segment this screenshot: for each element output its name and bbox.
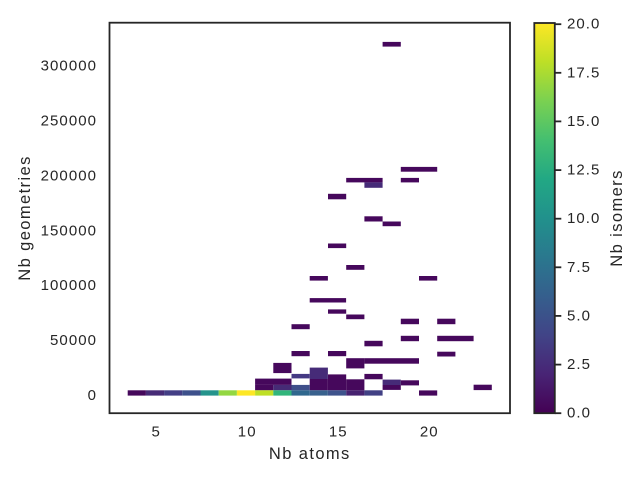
svg-text:7.5: 7.5 (567, 259, 591, 276)
svg-text:15: 15 (329, 423, 348, 440)
svg-text:0.0: 0.0 (567, 405, 591, 422)
svg-text:Nb geometries: Nb geometries (16, 155, 34, 281)
svg-text:150000: 150000 (41, 222, 97, 239)
svg-text:100000: 100000 (41, 277, 97, 294)
svg-text:10: 10 (238, 423, 257, 440)
svg-text:200000: 200000 (41, 167, 97, 184)
svg-text:Nb isomers: Nb isomers (608, 169, 626, 266)
svg-text:12.5: 12.5 (567, 162, 600, 179)
svg-text:20: 20 (420, 423, 439, 440)
svg-text:Nb atoms: Nb atoms (269, 445, 351, 463)
svg-text:50000: 50000 (50, 332, 97, 349)
svg-text:10.0: 10.0 (567, 210, 600, 227)
svg-text:300000: 300000 (41, 58, 97, 75)
svg-text:15.0: 15.0 (567, 113, 600, 130)
svg-text:2.5: 2.5 (567, 356, 591, 373)
svg-text:5: 5 (151, 423, 160, 440)
svg-text:5.0: 5.0 (567, 307, 591, 324)
svg-text:17.5: 17.5 (567, 64, 600, 81)
svg-text:250000: 250000 (41, 113, 97, 130)
svg-text:20.0: 20.0 (567, 16, 600, 33)
svg-text:0: 0 (88, 387, 97, 404)
